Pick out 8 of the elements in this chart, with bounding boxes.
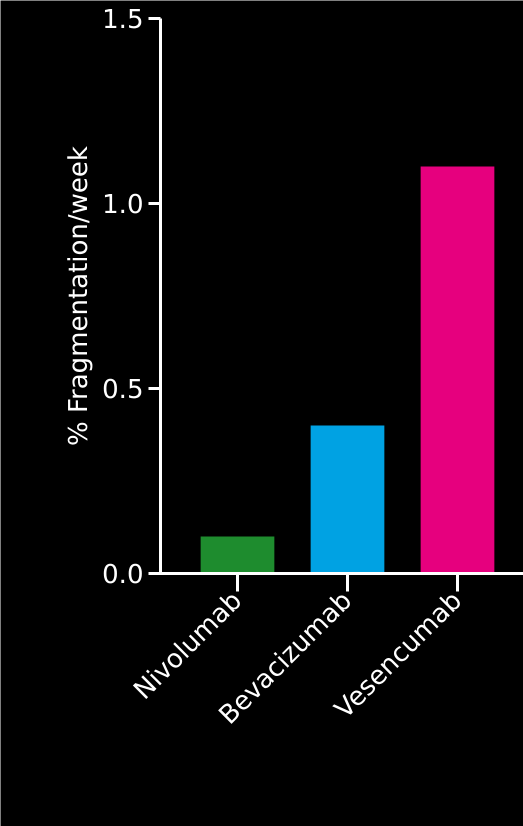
y-tick-label: 1.5: [102, 5, 144, 35]
y-tick-label: 1.0: [102, 190, 144, 220]
bar: [310, 426, 384, 574]
y-tick-label: 0.5: [102, 375, 144, 405]
bar: [420, 166, 494, 574]
bar: [200, 536, 274, 574]
y-tick-label: 0.0: [102, 560, 144, 590]
y-axis-title: % Fragmentation/week: [64, 146, 94, 446]
